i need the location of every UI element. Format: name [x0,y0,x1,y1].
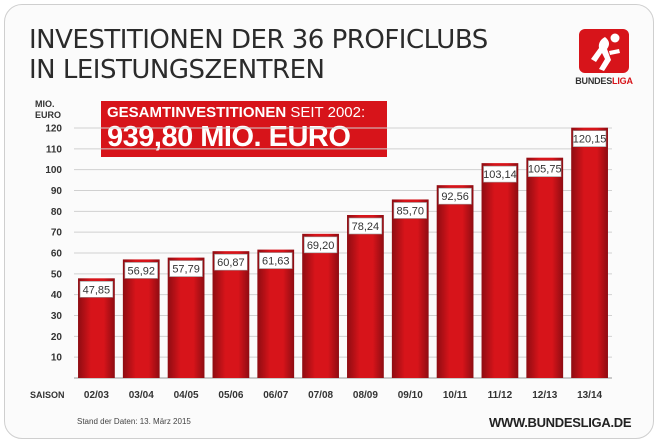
y-tick-label: 60 [51,249,63,260]
bar [481,163,519,378]
bar [257,249,295,378]
y-tick-label: 80 [51,207,63,218]
bar [391,199,429,378]
total-banner-label: GESAMTINVESTITIONEN SEIT 2002: [107,104,365,121]
x-tick-label: 02/03 [84,390,109,401]
data-label-box [348,217,383,235]
bundesliga-logo-text: BUNDESLIGA [571,76,637,86]
y-tick-label: 20 [51,332,63,343]
data-label-box [124,262,158,279]
bar [167,257,205,378]
data-label: 103,14 [483,169,517,181]
y-tick-label: 10 [51,353,63,364]
data-label: 92,56 [441,191,469,203]
data-label-box [393,202,427,219]
y-tick-label: 100 [45,165,62,176]
x-tick-label: 10/11 [443,390,468,401]
data-label: 61,63 [262,256,290,268]
bundesliga-logo-icon [579,29,629,73]
data-label: 120,15 [573,134,607,146]
y-tick-label: 120 [45,124,62,135]
bar [302,233,339,378]
bar [436,185,474,378]
y-tick-label: 50 [51,269,63,280]
x-tick-label: 05/06 [218,390,243,401]
data-label: 47,85 [83,284,111,296]
bar [347,215,384,378]
bar [571,127,608,378]
x-tick-label: 09/10 [398,390,423,401]
chart-title: INVESTITIONEN DER 36 PROFICLUBS IN LEIST… [29,25,488,85]
y-tick-label: 40 [51,290,63,301]
x-tick-label: 08/09 [353,390,378,401]
x-tick-label: 04/05 [174,390,199,401]
data-label: 85,70 [396,205,424,217]
y-axis-label: MIO. EURO [35,99,79,121]
bundesliga-logo: BUNDESLIGA [571,29,637,91]
data-label-box [79,281,114,298]
y-tick-label: 110 [46,144,63,155]
x-tick-label: 13/14 [577,390,602,401]
x-tick-label: 12/13 [532,390,557,401]
data-label: 56,92 [127,265,155,277]
logo-text-bundes: BUNDES [575,76,613,86]
data-label-box [303,236,338,254]
data-date-note: Stand der Daten: 13. März 2015 [77,417,191,426]
y-tick-label: 90 [51,186,63,197]
total-banner: GESAMTINVESTITIONEN SEIT 2002: 939,80 MI… [101,101,387,157]
x-tick-label: 06/07 [263,390,288,401]
data-label: 57,79 [172,264,200,276]
data-label-box [528,160,562,177]
bar [526,157,564,378]
data-label: 69,20 [307,240,335,252]
bar [212,251,250,378]
data-label-box [483,165,517,183]
total-banner-label-light: SEIT 2002: [290,104,366,121]
x-tick-label: 11/12 [488,390,513,401]
x-axis-label: SAISON [30,390,65,400]
data-label: 60,87 [217,257,245,269]
y-tick-label: 70 [51,228,63,239]
data-label-box [169,260,203,277]
y-axis-label-text: MIO. EURO [35,99,62,120]
data-label-box [259,252,293,269]
chart-title-line-2: IN LEISTUNGSZENTREN [29,55,325,85]
logo-text-liga: LIGA [612,76,633,86]
chart-title-line-1: INVESTITIONEN DER 36 PROFICLUBS [29,25,488,55]
total-banner-value: 939,80 MIO. EURO [107,121,351,153]
data-label-box [438,187,472,205]
data-label-box [214,253,248,271]
y-tick-label: 30 [51,311,63,322]
x-tick-label: 03/04 [129,390,154,401]
bar [122,259,160,378]
x-tick-label: 07/08 [308,390,333,401]
data-label: 78,24 [352,221,380,233]
data-label-box [572,130,607,147]
total-banner-label-bold: GESAMTINVESTITIONEN [107,104,287,121]
website-url: WWW.BUNDESLIGA.DE [489,415,632,430]
data-label: 105,75 [528,164,562,176]
